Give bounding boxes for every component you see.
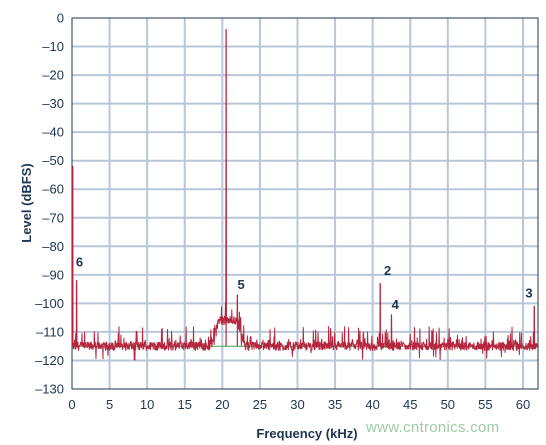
y-tick-label: –10 xyxy=(42,39,64,54)
annotations: 6 5 2 4 3 xyxy=(76,254,533,312)
harmonic-label: 3 xyxy=(525,286,532,301)
x-tick-label: 50 xyxy=(441,397,455,412)
y-tick-label: –70 xyxy=(42,210,64,225)
x-tick-label: 30 xyxy=(290,397,304,412)
x-tick-label: 20 xyxy=(215,397,229,412)
grid xyxy=(72,18,538,389)
watermark-text: www.cntronics.com xyxy=(366,419,500,436)
y-tick-label: –30 xyxy=(42,96,64,111)
x-tick-label: 15 xyxy=(178,397,192,412)
y-tick-label: –80 xyxy=(42,239,64,254)
y-tick-label: –100 xyxy=(35,296,64,311)
y-tick-label: –130 xyxy=(35,382,64,397)
y-tick-label: –90 xyxy=(42,267,64,282)
x-tick-label: 25 xyxy=(253,397,267,412)
x-tick-label: 60 xyxy=(516,397,530,412)
x-tick-labels: 0 5 10 15 20 25 30 35 40 45 50 55 60 xyxy=(68,397,530,412)
y-axis-title: Level (dBFS) xyxy=(19,163,34,242)
y-tick-label: –110 xyxy=(36,324,64,339)
y-tick-label: –60 xyxy=(42,182,64,197)
x-tick-label: 45 xyxy=(403,397,417,412)
y-tick-label: –20 xyxy=(42,68,64,83)
harmonic-label: 5 xyxy=(237,277,244,292)
x-tick-label: 40 xyxy=(365,397,379,412)
harmonic-label: 2 xyxy=(384,263,391,278)
harmonic-label: 6 xyxy=(76,254,83,269)
y-tick-label: –50 xyxy=(42,153,64,168)
y-tick-label: 0 xyxy=(57,11,64,26)
y-tick-label: –40 xyxy=(42,125,64,140)
y-tick-label: –120 xyxy=(35,353,64,368)
x-tick-label: 5 xyxy=(106,397,113,412)
x-tick-label: 35 xyxy=(328,397,342,412)
plot-frame xyxy=(71,17,539,390)
x-tick-label: 0 xyxy=(68,397,75,412)
y-tick-labels: 0 –10 –20 –30 –40 –50 –60 –70 –80 –90 –100 –110 –120… xyxy=(35,11,64,397)
harmonic-label: 4 xyxy=(392,297,400,312)
trace-group xyxy=(71,28,539,361)
x-tick-label: 55 xyxy=(478,397,492,412)
x-axis-title: Frequency (kHz) xyxy=(256,426,357,441)
spectrum-trace xyxy=(71,28,539,361)
x-tick-label: 10 xyxy=(140,397,154,412)
